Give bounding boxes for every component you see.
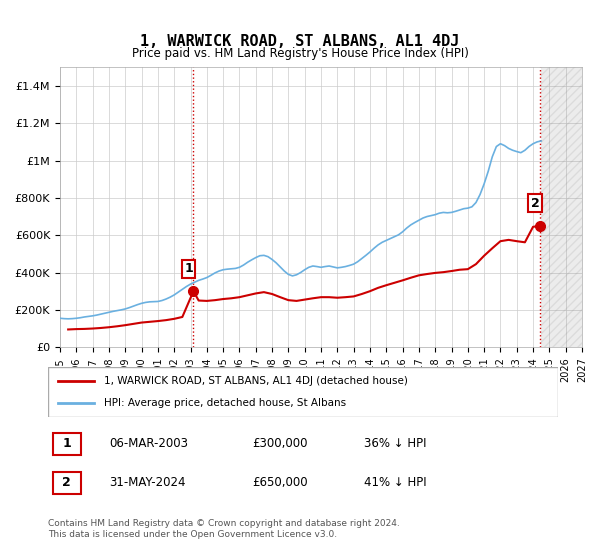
Text: 1, WARWICK ROAD, ST ALBANS, AL1 4DJ (detached house): 1, WARWICK ROAD, ST ALBANS, AL1 4DJ (det… (104, 376, 408, 386)
FancyBboxPatch shape (53, 433, 81, 455)
Text: 2: 2 (530, 197, 539, 210)
Text: £650,000: £650,000 (252, 477, 308, 489)
Text: 1: 1 (62, 437, 71, 450)
Text: 06-MAR-2003: 06-MAR-2003 (109, 437, 188, 450)
Text: Contains HM Land Registry data © Crown copyright and database right 2024.
This d: Contains HM Land Registry data © Crown c… (48, 520, 400, 539)
Text: 41% ↓ HPI: 41% ↓ HPI (364, 477, 427, 489)
Text: 36% ↓ HPI: 36% ↓ HPI (364, 437, 427, 450)
Bar (541, 67, 582, 347)
FancyBboxPatch shape (48, 367, 558, 417)
Text: 2: 2 (62, 477, 71, 489)
Text: 31-MAY-2024: 31-MAY-2024 (109, 477, 186, 489)
Text: 1, WARWICK ROAD, ST ALBANS, AL1 4DJ: 1, WARWICK ROAD, ST ALBANS, AL1 4DJ (140, 35, 460, 49)
FancyBboxPatch shape (53, 472, 81, 494)
Text: £300,000: £300,000 (252, 437, 308, 450)
Text: HPI: Average price, detached house, St Albans: HPI: Average price, detached house, St A… (104, 398, 346, 408)
Text: Price paid vs. HM Land Registry's House Price Index (HPI): Price paid vs. HM Land Registry's House … (131, 46, 469, 60)
Text: 1: 1 (184, 262, 193, 276)
